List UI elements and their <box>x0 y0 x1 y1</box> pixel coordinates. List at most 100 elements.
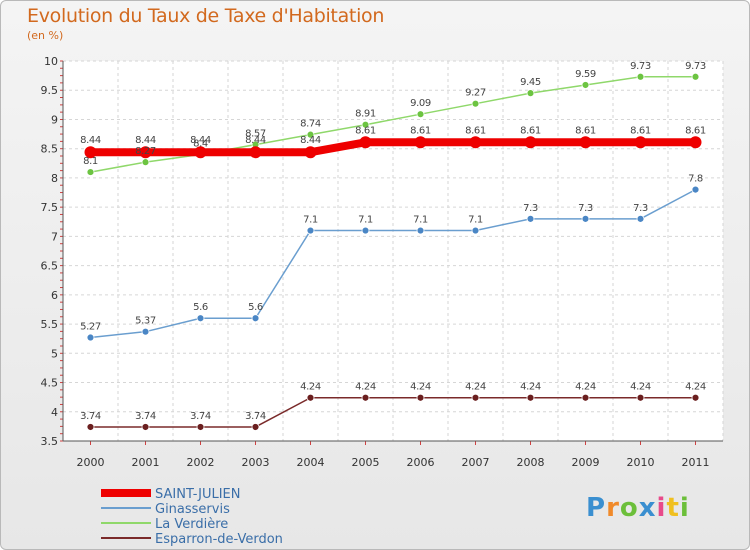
data-label: 8.4 <box>193 139 208 150</box>
data-label: 4.24 <box>465 382 486 393</box>
data-label: 7.1 <box>468 215 483 226</box>
y-tick-label: 6.5 <box>41 260 59 273</box>
data-point <box>194 146 207 159</box>
data-point <box>361 393 370 402</box>
data-point <box>249 146 262 159</box>
data-label: 7.8 <box>688 174 703 185</box>
y-tick-label: 4 <box>51 406 58 419</box>
chart-subtitle: (en %) <box>27 29 64 42</box>
logo-letter: i <box>679 493 690 523</box>
data-point <box>359 136 372 149</box>
legend-label: Esparron-de-Verdon <box>155 532 283 547</box>
data-point <box>636 393 645 402</box>
data-label: 7.1 <box>303 215 318 226</box>
data-label: 3.74 <box>135 411 156 422</box>
logo-letter: i <box>656 493 667 523</box>
data-label: 7.1 <box>358 215 373 226</box>
data-point <box>141 327 150 336</box>
data-label: 3.74 <box>245 411 266 422</box>
data-label: 9.45 <box>520 77 541 88</box>
data-point <box>416 393 425 402</box>
data-point <box>361 226 370 235</box>
x-tick-label: 2006 <box>407 456 435 469</box>
y-tick-label: 5 <box>51 347 58 360</box>
logo-letter: x <box>638 493 657 523</box>
logo-letter: t <box>666 493 680 523</box>
data-point <box>416 110 425 119</box>
data-label: 8.44 <box>135 135 156 146</box>
x-tick-label: 2002 <box>187 456 215 469</box>
data-label: 9.09 <box>410 98 431 109</box>
data-point <box>471 226 480 235</box>
data-point <box>471 393 480 402</box>
data-label: 9.27 <box>465 88 486 99</box>
x-tick-label: 2000 <box>77 456 105 469</box>
x-tick-label: 2008 <box>517 456 545 469</box>
data-label: 8.74 <box>300 119 321 130</box>
logo-letter: o <box>619 493 639 523</box>
data-label: 5.27 <box>80 322 101 333</box>
x-tick-label: 2007 <box>462 456 490 469</box>
data-label: 7.3 <box>523 203 538 214</box>
data-label: 8.1 <box>83 156 98 167</box>
data-point <box>636 214 645 223</box>
logo-letter: P <box>586 493 607 523</box>
y-tick-label: 5.5 <box>41 318 59 331</box>
x-tick-label: 2011 <box>682 456 710 469</box>
x-tick-label: 2003 <box>242 456 270 469</box>
x-tick-label: 2009 <box>572 456 600 469</box>
data-point <box>86 168 95 176</box>
data-label: 8.27 <box>135 146 156 157</box>
data-label: 4.24 <box>630 382 651 393</box>
data-point <box>526 393 535 402</box>
data-point <box>414 136 427 149</box>
plot-area <box>63 61 723 441</box>
data-label: 8.44 <box>190 135 211 146</box>
x-tick-label: 2004 <box>297 456 325 469</box>
data-point <box>634 136 647 149</box>
data-point <box>526 89 535 98</box>
data-point <box>581 214 590 223</box>
data-point <box>689 136 702 149</box>
data-point <box>139 146 152 159</box>
data-label: 9.73 <box>630 61 651 72</box>
data-label: 4.24 <box>300 382 321 393</box>
data-label: 7.1 <box>413 215 428 226</box>
data-point <box>141 423 150 431</box>
data-point <box>86 423 95 431</box>
data-label: 8.61 <box>685 125 706 136</box>
data-point <box>691 185 700 194</box>
data-label: 8.57 <box>245 129 266 140</box>
data-point <box>579 136 592 149</box>
data-label: 8.61 <box>630 125 651 136</box>
data-label: 9.73 <box>685 61 706 72</box>
data-label: 5.6 <box>193 302 208 313</box>
data-label: 9.59 <box>575 69 596 80</box>
y-tick-label: 4.5 <box>41 377 59 390</box>
data-label: 4.24 <box>575 382 596 393</box>
series-line <box>90 188 696 339</box>
data-point <box>306 226 315 235</box>
data-point <box>691 72 700 81</box>
y-tick-label: 10 <box>44 55 58 68</box>
data-point <box>141 158 150 167</box>
data-label: 8.44 <box>300 135 321 146</box>
data-label: 7.3 <box>578 203 593 214</box>
y-tick-label: 6 <box>51 289 58 302</box>
data-point <box>306 393 315 402</box>
data-point <box>636 72 645 81</box>
legend-label: Ginasservis <box>155 502 230 517</box>
data-label: 4.24 <box>355 382 376 393</box>
data-point <box>526 214 535 223</box>
y-tick-label: 9 <box>51 113 58 126</box>
data-label: 8.61 <box>520 125 541 136</box>
data-point <box>304 146 317 159</box>
data-label: 8.61 <box>465 125 486 136</box>
legend-label: SAINT-JULIEN <box>155 487 240 502</box>
data-label: 8.61 <box>410 125 431 136</box>
data-point <box>251 314 260 323</box>
x-tick-label: 2005 <box>352 456 380 469</box>
data-point <box>581 81 590 89</box>
